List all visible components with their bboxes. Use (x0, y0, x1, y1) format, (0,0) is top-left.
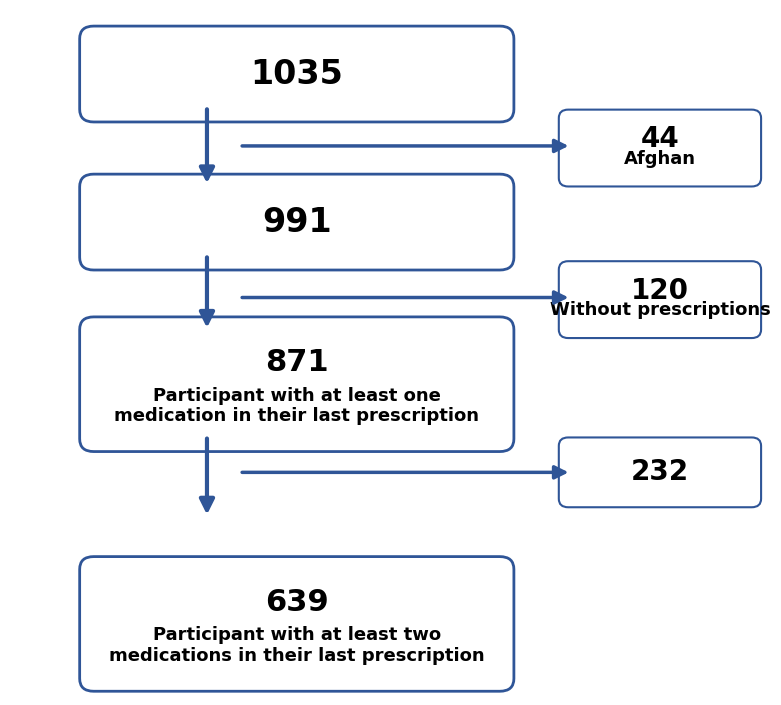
Text: 871: 871 (265, 348, 329, 377)
FancyBboxPatch shape (80, 317, 514, 452)
Text: 44: 44 (640, 125, 679, 153)
Text: Participant with at least one
medication in their last prescription: Participant with at least one medication… (114, 386, 480, 426)
Text: Afghan: Afghan (624, 150, 696, 168)
Text: Without prescriptions: Without prescriptions (550, 302, 770, 319)
FancyBboxPatch shape (80, 26, 514, 122)
Text: 639: 639 (265, 587, 329, 617)
Text: Participant with at least two
medications in their last prescription: Participant with at least two medication… (109, 626, 484, 666)
FancyBboxPatch shape (559, 262, 761, 338)
Text: 120: 120 (631, 276, 689, 305)
FancyBboxPatch shape (80, 174, 514, 270)
FancyBboxPatch shape (80, 557, 514, 691)
Text: 232: 232 (631, 458, 689, 486)
Text: 1035: 1035 (251, 58, 343, 90)
Text: 991: 991 (262, 206, 332, 238)
FancyBboxPatch shape (559, 437, 761, 507)
FancyBboxPatch shape (559, 109, 761, 186)
